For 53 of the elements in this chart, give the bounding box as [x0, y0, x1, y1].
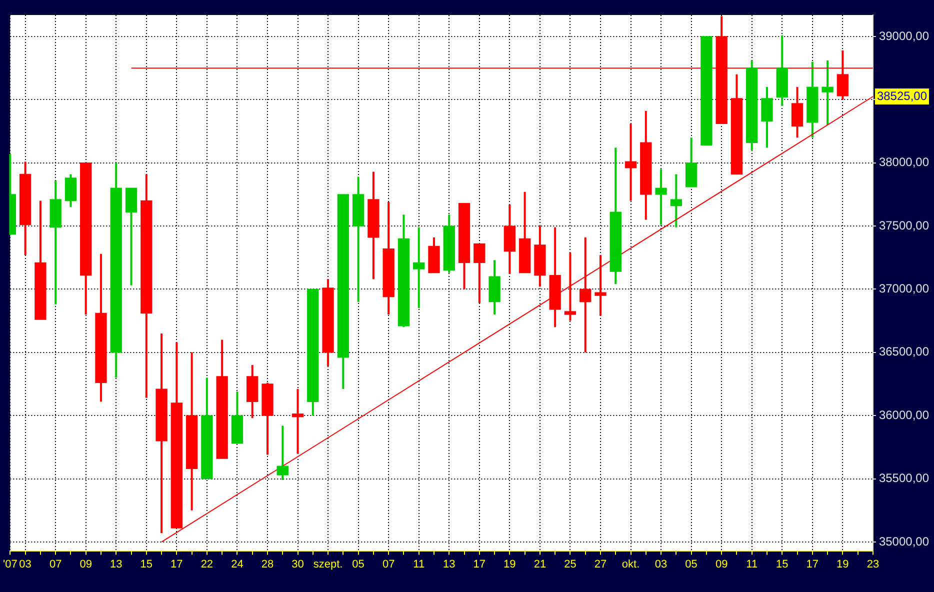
y-tick-label: 35000,00: [878, 534, 930, 548]
x-tick-label: 11: [746, 558, 758, 570]
x-tick-label: 17: [473, 558, 486, 570]
x-tick-label: 07: [49, 558, 62, 570]
candlestick: [594, 254, 606, 317]
x-tick-label: 28: [261, 558, 274, 570]
x-tick-label: 27: [594, 558, 607, 570]
x-tick-label: 09: [80, 558, 92, 570]
x-tick-label: 13: [110, 558, 122, 570]
candlestick: [276, 424, 288, 482]
y-tick-label: 36000,00: [878, 408, 930, 422]
x-tick-label: 24: [231, 558, 244, 570]
x-tick-label: 17: [806, 558, 819, 570]
candlestick: [761, 86, 773, 149]
x-tick-label: 15: [776, 558, 788, 570]
x-tick-label: 22: [200, 558, 214, 570]
x-tick-label: 03: [19, 558, 32, 570]
y-tick-label: 38000,00: [878, 155, 930, 170]
x-tick-label: 11: [413, 558, 425, 570]
y-tick-label: 37000,00: [878, 282, 930, 296]
candlestick: [655, 168, 667, 226]
x-tick-label: 19: [836, 558, 849, 570]
candlestick: [670, 173, 682, 228]
candlestick: [564, 252, 576, 322]
x-tick-label: 30: [292, 558, 304, 570]
candlestick: [64, 173, 77, 208]
x-tick-label: 17: [170, 558, 183, 570]
candlestick: [624, 122, 637, 202]
candlestick: [474, 242, 486, 304]
candlestick: [822, 59, 834, 126]
y-tick-label: 37500,00: [878, 218, 930, 232]
x-tick-label: szept.: [313, 558, 343, 570]
text: 38525,00: [876, 88, 928, 103]
x-tick-label: 03: [654, 558, 668, 570]
x-tick-label: '07: [2, 558, 18, 570]
y-tick-label: 39000,00: [878, 28, 930, 43]
candlestick: [292, 388, 304, 454]
x-tick-label: 23: [866, 558, 880, 570]
x-tick-label: 25: [564, 558, 576, 570]
y-tick-label: 35500,00: [878, 471, 930, 486]
candlestick: [791, 86, 804, 139]
x-tick-label: 05: [352, 558, 364, 570]
x-tick-label: 21: [534, 558, 546, 570]
x-tick-label: 13: [443, 558, 456, 570]
y-tick-label: 36500,00: [878, 344, 930, 359]
x-tick-label: 09: [715, 558, 728, 570]
x-tick-label: 15: [140, 558, 153, 570]
x-tick-label: okt.: [622, 558, 640, 570]
x-tick-label: 19: [504, 558, 516, 570]
x-tick-label: 07: [382, 558, 395, 570]
x-tick-label: 05: [685, 558, 698, 570]
candlestick: [413, 226, 425, 310]
candlestick: [580, 236, 592, 354]
